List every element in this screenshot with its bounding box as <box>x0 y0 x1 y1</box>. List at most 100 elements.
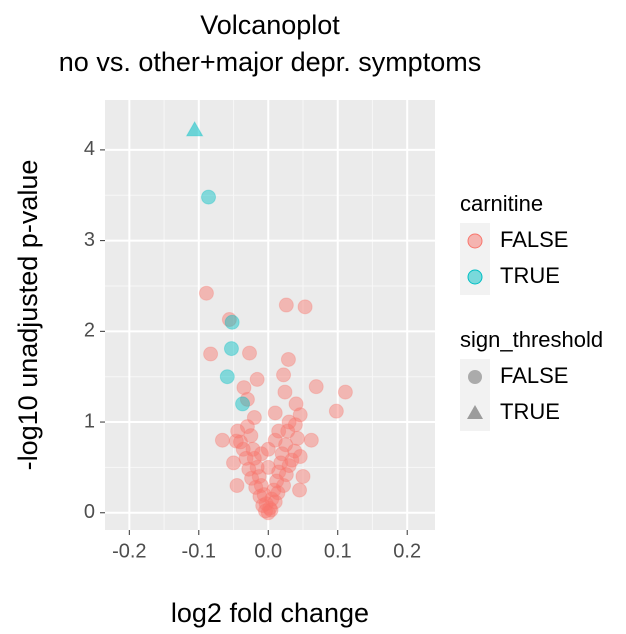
point <box>203 346 219 362</box>
point <box>214 432 230 448</box>
point <box>289 430 305 446</box>
point <box>223 341 239 357</box>
point <box>221 312 237 328</box>
point <box>297 299 313 315</box>
y-tick-label: 2 <box>84 320 95 342</box>
point <box>263 502 279 518</box>
y-tick-label: 3 <box>84 229 95 251</box>
point <box>201 189 217 205</box>
point <box>267 432 283 448</box>
point <box>232 434 248 450</box>
point <box>248 479 264 495</box>
point <box>255 498 271 514</box>
point <box>269 473 285 489</box>
point <box>274 446 290 462</box>
point <box>256 487 272 503</box>
point <box>246 450 262 466</box>
point <box>280 351 296 367</box>
legend-key <box>468 370 482 384</box>
legend-label: TRUE <box>500 399 560 424</box>
point <box>249 371 265 387</box>
point <box>278 437 294 453</box>
point <box>287 443 303 459</box>
point <box>303 432 319 448</box>
point <box>230 423 246 439</box>
point <box>226 455 242 471</box>
legend-title: sign_threshold <box>460 327 603 352</box>
legend-key <box>467 233 483 249</box>
point <box>292 407 308 423</box>
point <box>264 491 280 507</box>
point <box>281 414 297 430</box>
point <box>270 485 286 501</box>
point <box>246 410 262 426</box>
x-tick-label: 0.0 <box>254 540 282 562</box>
point <box>287 417 303 433</box>
x-tick-label: 0.1 <box>324 540 352 562</box>
x-tick-label: -0.2 <box>112 540 146 562</box>
x-axis-label: log2 fold change <box>171 598 369 628</box>
point <box>224 314 240 330</box>
point <box>257 503 273 519</box>
point <box>284 452 300 468</box>
chart-title: Volcanoplot <box>200 10 340 40</box>
point <box>260 441 276 457</box>
point <box>239 391 255 407</box>
point <box>253 478 269 494</box>
point <box>198 285 214 301</box>
legend-label: FALSE <box>500 363 568 388</box>
point <box>308 379 324 395</box>
x-tick-label: -0.1 <box>182 540 216 562</box>
point <box>238 450 254 466</box>
point <box>271 464 287 480</box>
point <box>277 384 293 400</box>
point <box>229 478 245 494</box>
legend-key-bg <box>460 359 490 395</box>
point <box>262 500 278 516</box>
y-tick-label: 1 <box>84 410 95 432</box>
point <box>251 468 267 484</box>
plot-panel <box>105 100 435 530</box>
point <box>243 428 259 444</box>
point <box>276 367 292 383</box>
point <box>295 468 311 484</box>
point <box>235 396 251 412</box>
point <box>219 369 235 385</box>
point <box>245 441 261 457</box>
point <box>267 405 283 421</box>
point <box>273 455 289 471</box>
point <box>281 458 297 474</box>
point <box>260 459 276 475</box>
point <box>328 403 344 419</box>
point <box>271 423 287 439</box>
x-tick-label: 0.2 <box>393 540 421 562</box>
point <box>337 384 353 400</box>
point <box>278 297 294 313</box>
point <box>276 478 292 494</box>
y-tick-label: 4 <box>84 138 95 160</box>
point <box>258 496 274 512</box>
y-tick-label: 0 <box>84 501 95 523</box>
point <box>292 449 308 465</box>
point <box>242 345 258 361</box>
point <box>266 482 282 498</box>
point <box>252 488 268 504</box>
legend-label: TRUE <box>500 263 560 288</box>
point <box>241 461 257 477</box>
point <box>236 380 252 396</box>
y-axis-label: -log10 unadjusted p-value <box>13 160 43 471</box>
point <box>185 120 204 137</box>
point <box>228 433 244 449</box>
point <box>267 494 283 510</box>
point <box>260 505 276 521</box>
legend-key <box>467 269 483 285</box>
point <box>292 482 308 498</box>
point <box>235 441 251 457</box>
point <box>280 423 296 439</box>
point <box>253 446 269 462</box>
point <box>278 467 294 483</box>
point <box>239 419 255 435</box>
legend-key <box>467 405 483 419</box>
point <box>244 470 260 486</box>
